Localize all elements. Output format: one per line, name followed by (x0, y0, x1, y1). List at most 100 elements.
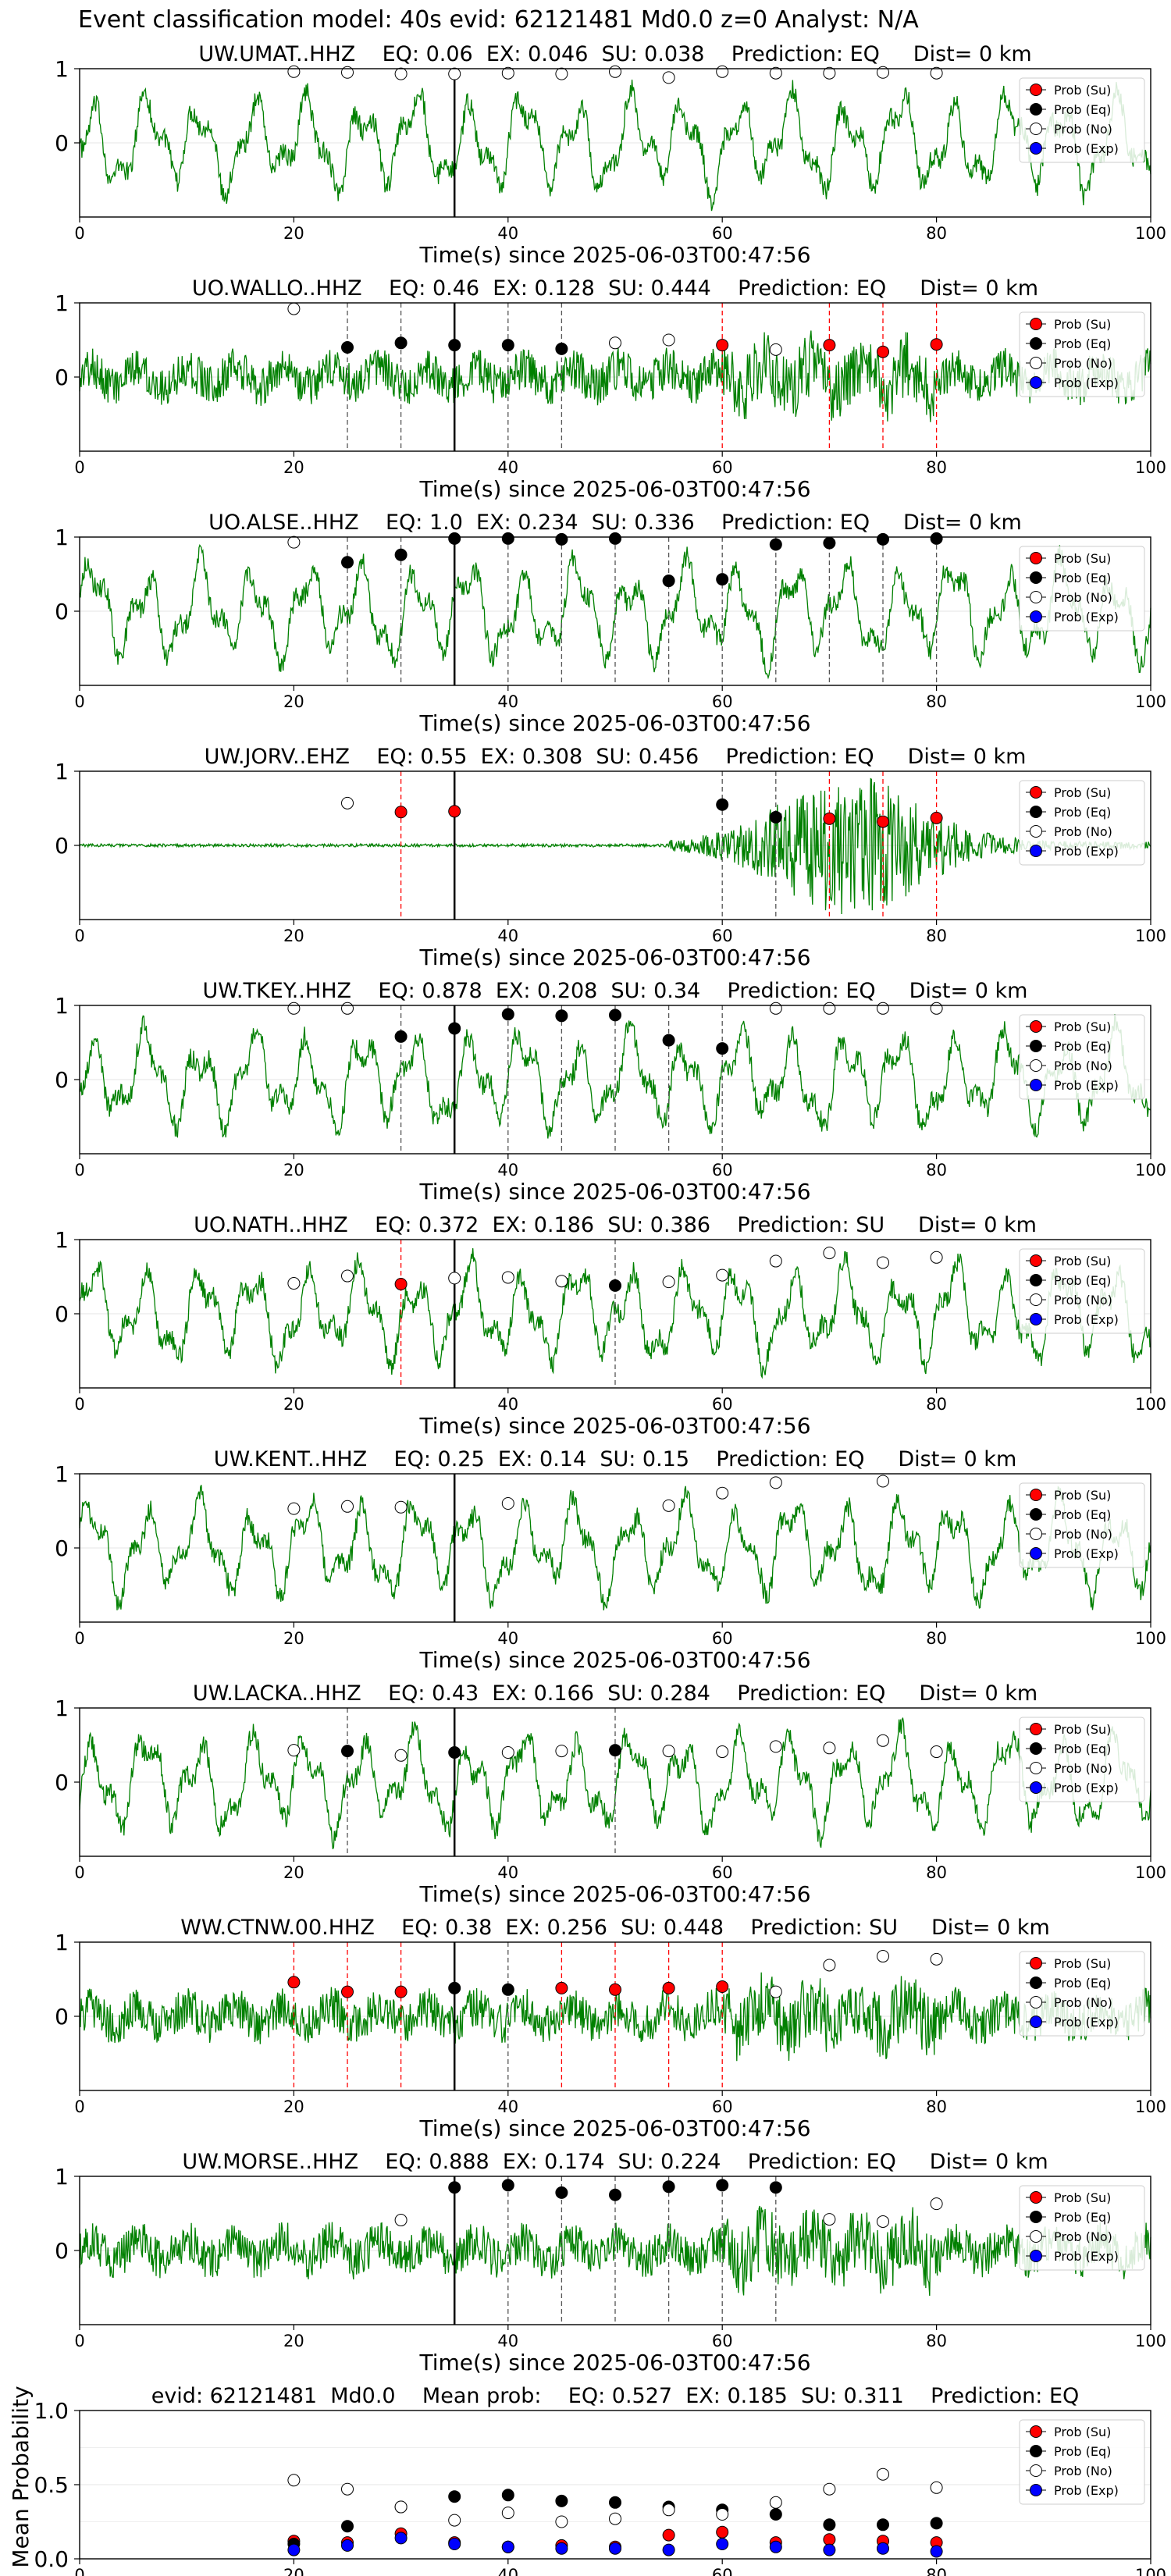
x-tick-label: 40 (497, 458, 518, 477)
legend-label: Prob (No) (1054, 1761, 1112, 1776)
prob-marker (287, 65, 301, 78)
legend-marker (1030, 84, 1042, 96)
legend-label: Prob (Eq) (1054, 1976, 1111, 1991)
y-tick-label: 0 (55, 1067, 69, 1093)
y-tick-label: 0 (55, 1535, 69, 1561)
legend-label: Prob (Exp) (1054, 141, 1119, 156)
y-tick-label: 0 (55, 1770, 69, 1795)
y-tick-label: 0 (55, 365, 69, 390)
x-axis-label: Time(s) since 2025-06-03T00:47:56 (418, 2115, 810, 2141)
legend-box (1019, 546, 1145, 632)
x-tick-label: 20 (283, 1863, 304, 1882)
legend-marker (1030, 142, 1042, 155)
x-tick-label: 20 (283, 458, 304, 477)
prob-marker (448, 1022, 461, 1035)
x-tick-label: 40 (497, 2332, 518, 2350)
prob-marker (662, 1981, 675, 1994)
legend-label: Prob (No) (1054, 122, 1112, 137)
x-tick-label: 80 (926, 2097, 947, 2116)
prob-marker (609, 1279, 621, 1292)
y-tick-label: 1 (55, 1930, 69, 1955)
y-tick-label: 0 (55, 833, 69, 859)
legend-box (1019, 2185, 1145, 2271)
legend-label: Prob (Exp) (1054, 1312, 1119, 1327)
x-tick-label: 60 (712, 1161, 733, 1179)
x-tick-label: 0 (74, 2566, 84, 2576)
prob-marker (609, 65, 621, 78)
mean-prob-point (930, 2517, 943, 2530)
x-tick-label: 40 (497, 224, 518, 243)
mean-prob-point (930, 2481, 943, 2494)
x-axis-label: Time(s) since 2025-06-03T00:47:56 (418, 2350, 810, 2375)
legend-label: Prob (Eq) (1054, 336, 1111, 351)
x-tick-label: 0 (74, 1395, 84, 1414)
panel-mean: evid: 62121481 Md0.0 Mean prob: EQ: 0.52… (8, 2384, 1166, 2576)
legend-box (1019, 77, 1145, 163)
y-tick-label: 0 (55, 1301, 69, 1327)
prob-marker (877, 2215, 889, 2228)
legend-marker (1030, 2484, 1042, 2496)
prob-marker (877, 1734, 889, 1747)
axes-frame (79, 68, 1151, 218)
x-tick-label: 20 (283, 2332, 304, 2350)
legend-marker (1030, 2250, 1042, 2262)
prob-marker (448, 1981, 461, 1994)
legend-label: Prob (Exp) (1054, 2015, 1119, 2030)
prob-marker (394, 1500, 408, 1514)
prob-marker (769, 2181, 782, 2194)
x-tick-label: 80 (926, 1863, 947, 1882)
mean-prob-point (341, 2520, 354, 2533)
legend-box (1019, 780, 1145, 866)
legend-label: Prob (Eq) (1054, 1507, 1111, 1522)
prob-marker (555, 1745, 568, 1758)
prob-marker (448, 1746, 461, 1759)
prob-marker (341, 1500, 354, 1513)
legend-box (1019, 1951, 1145, 2037)
legend-marker (1030, 2191, 1042, 2204)
mean-prob-point (448, 2538, 461, 2550)
prob-marker (662, 1276, 675, 1289)
prob-marker (555, 532, 568, 546)
waveform-trace (79, 1485, 1151, 1611)
legend-label: Prob (No) (1054, 356, 1112, 371)
prob-marker (930, 811, 943, 824)
legend-box (1019, 2419, 1145, 2505)
legend-label: Prob (Exp) (1054, 375, 1119, 390)
x-tick-label: 80 (926, 692, 947, 711)
mean-prob-point (769, 2496, 782, 2509)
x-tick-label: 80 (926, 2566, 947, 2576)
mean-prob-point (877, 2518, 889, 2532)
prob-marker (823, 536, 836, 550)
prob-marker (287, 302, 301, 315)
prob-marker (287, 1976, 301, 1989)
prob-marker (769, 1740, 782, 1753)
legend-label: Prob (No) (1054, 1059, 1112, 1073)
legend-marker (1030, 1274, 1042, 1286)
x-tick-label: 60 (712, 927, 733, 945)
x-tick-label: 80 (926, 927, 947, 945)
legend-marker (1030, 2464, 1042, 2477)
legend-label: Prob (Su) (1054, 2190, 1111, 2205)
legend-marker (1030, 376, 1042, 389)
prob-marker (341, 1002, 354, 1015)
legend-marker (1030, 1313, 1042, 1325)
legend-label: Prob (Su) (1054, 785, 1111, 800)
prob-marker (662, 1745, 675, 1758)
x-tick-label: 0 (74, 1863, 84, 1882)
x-axis-label: Time(s) since 2025-06-03T00:47:56 (418, 1881, 810, 1907)
prob-marker (448, 339, 461, 352)
prob-marker (287, 1277, 301, 1290)
legend-label: Prob (Exp) (1054, 1546, 1119, 1561)
mean-prob-point (823, 2543, 836, 2556)
axes-frame (79, 536, 1151, 686)
prob-marker (769, 1985, 782, 1998)
prob-marker (716, 1042, 729, 1055)
legend-marker (1030, 1976, 1042, 1989)
x-tick-label: 20 (283, 1161, 304, 1179)
prob-marker (877, 1950, 889, 1963)
mean-prob-point (662, 2528, 675, 2542)
legend-marker (1030, 103, 1042, 116)
mean-prob-point (448, 2514, 461, 2527)
legend-box (1019, 1482, 1145, 1568)
waveform-trace (79, 1014, 1151, 1139)
